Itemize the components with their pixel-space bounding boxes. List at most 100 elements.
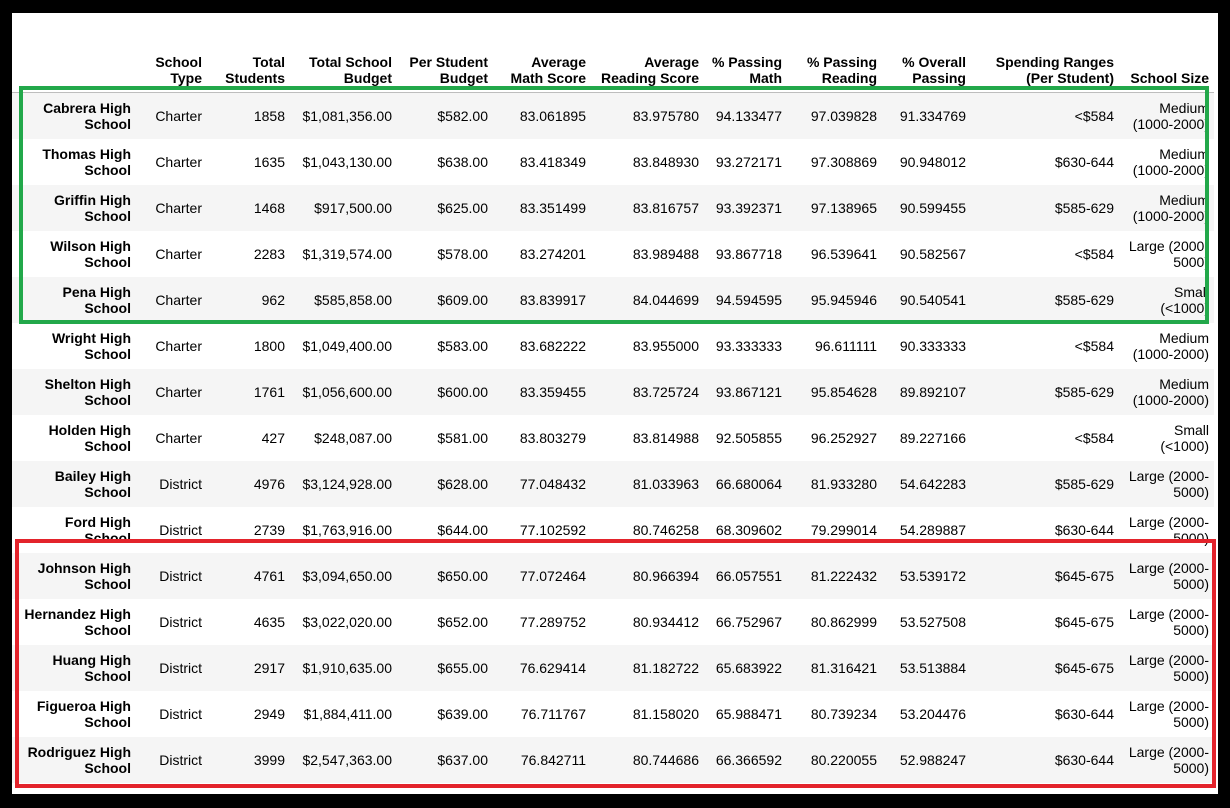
table-cell: 96.611111 xyxy=(814,338,877,354)
school-name-cell: Bailey High School xyxy=(54,468,131,500)
table-cell: Medium (1000-2000) xyxy=(1132,146,1209,178)
table-cell: $638.00 xyxy=(437,154,488,170)
table-cell: 95.854628 xyxy=(810,384,877,400)
table-cell: 92.505855 xyxy=(715,430,782,446)
column-header: % Passing Reading xyxy=(787,26,882,93)
school-name-cell: Ford High School xyxy=(64,514,131,546)
table-row: Thomas High School Charter 1635 $1,043,130.… xyxy=(12,139,1214,185)
table-cell: $578.00 xyxy=(437,246,488,262)
column-header: Total School Budget xyxy=(290,26,397,93)
table-cell: $248,087.00 xyxy=(314,430,392,446)
table-cell: 83.803279 xyxy=(519,430,586,446)
table-cell: District xyxy=(159,568,202,584)
table-cell: $645-675 xyxy=(1054,614,1114,630)
table-cell: 89.227166 xyxy=(899,430,966,446)
table-row: Wright High School Charter 1800 $1,049,400.… xyxy=(12,323,1214,369)
school-name-cell: Thomas High School xyxy=(42,146,131,178)
table-cell: 3999 xyxy=(253,752,285,768)
table-cell: 93.867718 xyxy=(715,246,782,262)
table-cell: $1,081,356.00 xyxy=(302,108,392,124)
table-cell: 93.867121 xyxy=(715,384,782,400)
table-cell: 79.299014 xyxy=(810,522,877,538)
table-cell: District xyxy=(159,752,202,768)
table-row: Griffin High School Charter 1468 $917,500.0… xyxy=(12,185,1214,231)
column-header: % Passing Math xyxy=(704,26,787,93)
table-cell: Small (<1000) xyxy=(1160,284,1209,316)
table-cell: $585-629 xyxy=(1054,384,1114,400)
table-cell: 96.252927 xyxy=(810,430,877,446)
table-row: Johnson High School District 4761 $3,094,65… xyxy=(12,553,1214,599)
table-cell: $585-629 xyxy=(1054,476,1114,492)
table-cell: 77.072464 xyxy=(519,568,586,584)
table-cell: $1,910,635.00 xyxy=(302,660,392,676)
table-cell: $3,124,928.00 xyxy=(302,476,392,492)
school-name-cell: Figueroa High School xyxy=(36,698,131,730)
table-cell: 76.711767 xyxy=(520,706,586,722)
table-cell: Large (2000-5000) xyxy=(1128,238,1209,270)
table-cell: 83.989488 xyxy=(632,246,699,262)
table-cell: 54.642283 xyxy=(899,476,966,492)
table-cell: Charter xyxy=(155,384,202,400)
table-cell: 90.333333 xyxy=(899,338,966,354)
table-cell: 77.048432 xyxy=(519,476,586,492)
table-cell: Large (2000-5000) xyxy=(1128,652,1209,684)
table-cell: 84.044699 xyxy=(632,292,699,308)
table-cell: District xyxy=(159,522,202,538)
column-header: Average Math Score xyxy=(493,26,591,93)
table-row: Rodriguez High School District 3999 $2,547,… xyxy=(12,737,1214,783)
table-cell: $582.00 xyxy=(437,108,488,124)
table-cell: 94.133477 xyxy=(715,108,782,124)
table-cell: 2949 xyxy=(253,706,285,722)
table-row: Hernandez High School District 4635 $3,022,… xyxy=(12,599,1214,645)
table-cell: Large (2000-5000) xyxy=(1128,606,1209,638)
table-cell: District xyxy=(159,614,202,630)
table-cell: $645-675 xyxy=(1054,660,1114,676)
table-cell: 65.988471 xyxy=(715,706,782,722)
table-cell: 66.680064 xyxy=(715,476,782,492)
table-cell: 83.839917 xyxy=(519,292,586,308)
table-cell: Large (2000-5000) xyxy=(1128,698,1209,730)
table-cell: 77.289752 xyxy=(519,614,586,630)
table-header: School Type Total Students Total School Bu… xyxy=(12,26,1214,93)
school-name-cell: Rodriguez High School xyxy=(27,744,131,776)
table-cell: $917,500.00 xyxy=(314,200,392,216)
table-cell: 4976 xyxy=(253,476,285,492)
table-cell: 80.744686 xyxy=(632,752,699,768)
table-cell: Medium (1000-2000) xyxy=(1132,376,1209,408)
table-cell: 94.594595 xyxy=(715,292,782,308)
table-cell: 66.057551 xyxy=(715,568,782,584)
table-cell: 93.272171 xyxy=(715,154,782,170)
table-cell: 80.220055 xyxy=(810,752,877,768)
column-header: Total Students xyxy=(207,26,290,93)
table-cell: $1,056,600.00 xyxy=(302,384,392,400)
table-cell: 80.966394 xyxy=(632,568,699,584)
table-cell: $585-629 xyxy=(1054,200,1114,216)
table-cell: $585,858.00 xyxy=(314,292,392,308)
header-index-cell xyxy=(12,26,136,93)
table-row: Huang High School District 2917 $1,910,635.… xyxy=(12,645,1214,691)
table-cell: $625.00 xyxy=(437,200,488,216)
table-cell: 81.933280 xyxy=(810,476,877,492)
table-cell: <$584 xyxy=(1074,338,1114,354)
table-cell: District xyxy=(159,706,202,722)
table-cell: 83.816757 xyxy=(632,200,699,216)
table-cell: 97.308869 xyxy=(810,154,877,170)
table-cell: Large (2000-5000) xyxy=(1128,560,1209,592)
table-cell: Large (2000-5000) xyxy=(1128,514,1209,546)
table-cell: Charter xyxy=(155,200,202,216)
table-cell: 53.513884 xyxy=(899,660,966,676)
table-cell: 80.934412 xyxy=(632,614,699,630)
table-cell: $583.00 xyxy=(437,338,488,354)
table-cell: $600.00 xyxy=(437,384,488,400)
column-header: School Type xyxy=(136,26,207,93)
table-container xyxy=(12,13,1218,794)
table-cell: 83.351499 xyxy=(519,200,586,216)
table-cell: 80.862999 xyxy=(810,614,877,630)
table-cell: $3,022,020.00 xyxy=(302,614,392,630)
table-cell: 53.527508 xyxy=(899,614,966,630)
table-cell: 90.948012 xyxy=(899,154,966,170)
table-cell: District xyxy=(159,476,202,492)
table-cell: 89.892107 xyxy=(899,384,966,400)
table-cell: 81.222432 xyxy=(810,568,877,584)
table-cell: 1858 xyxy=(253,108,285,124)
